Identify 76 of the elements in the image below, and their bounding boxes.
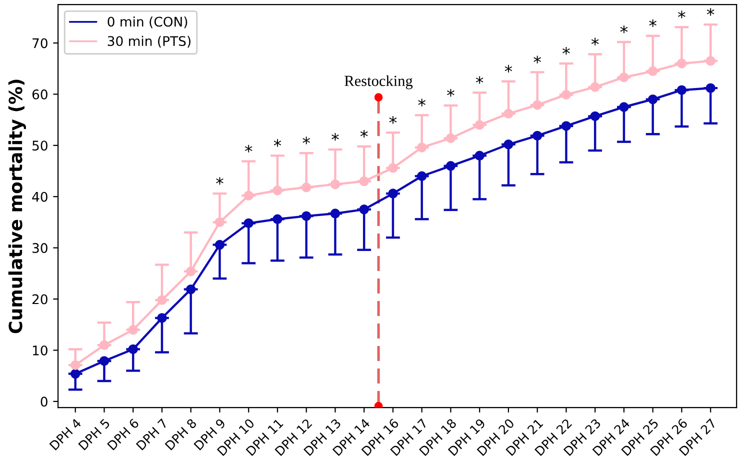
point — [619, 102, 629, 112]
point — [272, 214, 282, 224]
y-tick-label: 20 — [32, 294, 48, 304]
point — [214, 217, 225, 228]
annotation: * — [302, 136, 310, 144]
point — [474, 120, 484, 130]
y-tick-label: 40 — [32, 192, 48, 202]
point — [272, 186, 282, 196]
legend-label: 30 min (PTS) — [108, 36, 190, 48]
point — [301, 182, 312, 192]
point — [70, 360, 80, 370]
annotation: * — [244, 144, 252, 152]
legend-label: 0 min (CON) — [108, 16, 188, 28]
annotation: * — [418, 98, 426, 106]
point — [214, 240, 225, 250]
y-tick-label: 50 — [32, 140, 48, 151]
annotation: * — [504, 64, 512, 73]
point — [128, 324, 138, 335]
annotation: * — [534, 56, 541, 64]
point — [330, 208, 340, 218]
point — [157, 295, 167, 305]
point — [619, 72, 629, 82]
point — [706, 56, 716, 66]
annotation: * — [591, 38, 599, 46]
y-tick-label: 30 — [32, 243, 48, 254]
annotation: * — [706, 8, 714, 16]
point — [186, 266, 196, 276]
point — [590, 111, 600, 122]
point — [590, 82, 600, 92]
annotation: * — [274, 139, 282, 147]
annotation: Restocking — [344, 75, 413, 90]
annotation: * — [332, 133, 339, 141]
point — [648, 94, 658, 104]
point — [706, 83, 716, 93]
point — [330, 179, 340, 190]
point — [676, 85, 687, 95]
point — [157, 313, 167, 323]
point — [416, 171, 427, 181]
point — [446, 161, 456, 171]
annotation: * — [620, 26, 628, 34]
point — [504, 140, 514, 150]
point — [504, 108, 514, 119]
y-tick-label: 60 — [32, 89, 48, 100]
annotation: * — [649, 19, 656, 27]
annotation: * — [216, 177, 224, 185]
point — [99, 356, 110, 366]
annotation: * — [389, 116, 397, 124]
point — [446, 133, 456, 144]
point — [128, 344, 138, 354]
point — [648, 66, 658, 76]
point — [359, 176, 369, 186]
point — [99, 340, 110, 350]
point — [388, 163, 398, 173]
y-tick-label: 0 — [40, 396, 48, 407]
annotation: * — [476, 76, 484, 84]
y-axis-title: Cumulative mortality (%) — [8, 80, 26, 334]
y-tick-label: 10 — [32, 345, 48, 356]
point — [388, 188, 398, 198]
point — [70, 368, 80, 379]
point — [244, 218, 254, 228]
annotation: * — [562, 47, 570, 55]
point — [186, 284, 196, 294]
point — [532, 100, 542, 110]
point — [532, 130, 542, 141]
annotation: * — [360, 130, 368, 138]
point — [301, 211, 312, 221]
point — [561, 121, 572, 131]
point — [676, 58, 687, 68]
y-tick-label: 70 — [32, 38, 48, 48]
point — [359, 204, 369, 214]
point — [416, 142, 427, 152]
annotation: * — [447, 89, 454, 97]
point — [474, 150, 484, 161]
point — [561, 90, 572, 100]
point — [244, 190, 254, 200]
annotation: * — [678, 10, 686, 18]
